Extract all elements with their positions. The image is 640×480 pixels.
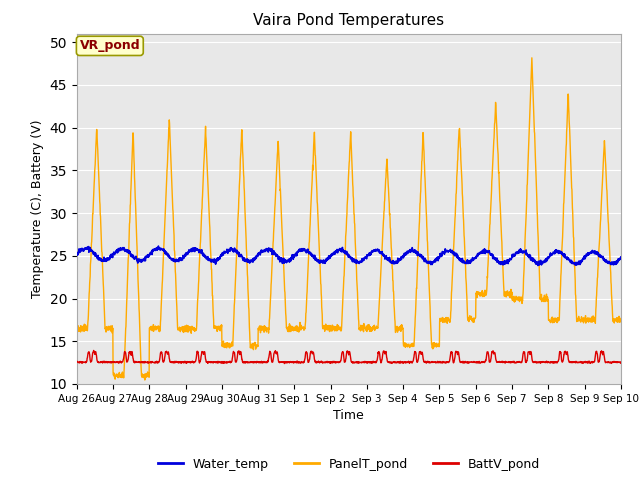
X-axis label: Time: Time xyxy=(333,409,364,422)
Text: VR_pond: VR_pond xyxy=(79,39,140,52)
Y-axis label: Temperature (C), Battery (V): Temperature (C), Battery (V) xyxy=(31,120,44,298)
Legend: Water_temp, PanelT_pond, BattV_pond: Water_temp, PanelT_pond, BattV_pond xyxy=(152,453,545,476)
Title: Vaira Pond Temperatures: Vaira Pond Temperatures xyxy=(253,13,444,28)
